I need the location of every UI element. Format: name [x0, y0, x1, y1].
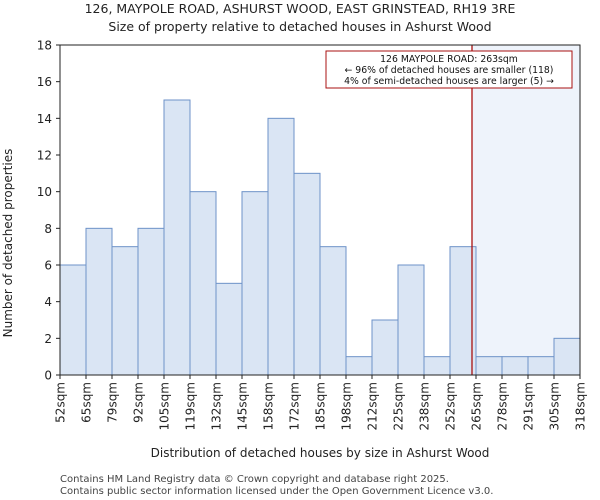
y-tick-label: 18 [37, 39, 52, 53]
bar [111, 246, 139, 376]
x-tick-label: 119sqm [184, 382, 198, 430]
bar [293, 172, 321, 376]
y-tick-label: 16 [37, 75, 52, 89]
y-tick-label: 14 [37, 112, 52, 126]
x-tick-label: 291sqm [522, 382, 536, 430]
y-tick-label: 2 [44, 332, 52, 346]
bar [137, 227, 165, 376]
x-tick-label: 238sqm [418, 382, 432, 430]
bar [59, 264, 87, 376]
bar [371, 319, 399, 376]
bar [189, 191, 217, 376]
x-tick-label: 278sqm [496, 382, 510, 430]
bar [241, 191, 269, 376]
bar [423, 356, 451, 376]
x-tick-label: 305sqm [548, 382, 562, 430]
bar [527, 356, 555, 376]
bar [85, 227, 113, 376]
footer-line-1: Contains HM Land Registry data © Crown c… [60, 474, 449, 485]
x-tick-label: 145sqm [236, 382, 250, 430]
x-tick-label: 318sqm [574, 382, 588, 430]
bar [267, 117, 295, 376]
annotation-line: ← 96% of detached houses are smaller (11… [345, 65, 554, 76]
bar [501, 356, 529, 376]
y-tick-label: 8 [44, 222, 52, 236]
footer-line-2: Contains public sector information licen… [60, 486, 493, 497]
y-axis-label: Number of detached properties [1, 149, 15, 338]
chart-title: 126, MAYPOLE ROAD, ASHURST WOOD, EAST GR… [85, 1, 516, 16]
x-tick-label: 132sqm [210, 382, 224, 430]
x-tick-label: 172sqm [288, 382, 302, 430]
x-tick-label: 198sqm [340, 382, 354, 430]
highlight-region [472, 45, 580, 375]
x-tick-label: 185sqm [314, 382, 328, 430]
x-tick-label: 225sqm [392, 382, 406, 430]
x-axis-label: Distribution of detached houses by size … [151, 446, 490, 460]
y-tick-label: 0 [44, 369, 52, 383]
x-tick-label: 65sqm [80, 382, 94, 423]
x-tick-label: 252sqm [444, 382, 458, 430]
bar [475, 356, 503, 376]
bar [319, 246, 347, 376]
y-tick-label: 10 [37, 185, 52, 199]
annotation-box [325, 50, 573, 89]
bar [553, 337, 581, 376]
y-tick-label: 4 [44, 295, 52, 309]
bar [397, 264, 425, 376]
bar [345, 356, 373, 376]
annotation-line: 126 MAYPOLE ROAD: 263sqm [380, 54, 518, 65]
x-tick-label: 52sqm [54, 382, 68, 423]
x-tick-label: 92sqm [132, 382, 146, 423]
y-tick-label: 12 [37, 149, 52, 163]
annotation-line: 4% of semi-detached houses are larger (5… [344, 76, 554, 87]
bar [215, 282, 243, 376]
chart-subtitle: Size of property relative to detached ho… [108, 19, 491, 34]
x-tick-label: 105sqm [158, 382, 172, 430]
x-tick-label: 79sqm [106, 382, 120, 423]
x-tick-label: 265sqm [470, 382, 484, 430]
y-tick-label: 6 [44, 259, 52, 273]
x-tick-label: 158sqm [262, 382, 276, 430]
bar [163, 99, 191, 376]
x-tick-label: 212sqm [366, 382, 380, 430]
plot-area: 0 2 4 6 8 10 12 14 16 18 52sqm 65sqm 79sqm 92sqm 105sq… [37, 39, 588, 431]
